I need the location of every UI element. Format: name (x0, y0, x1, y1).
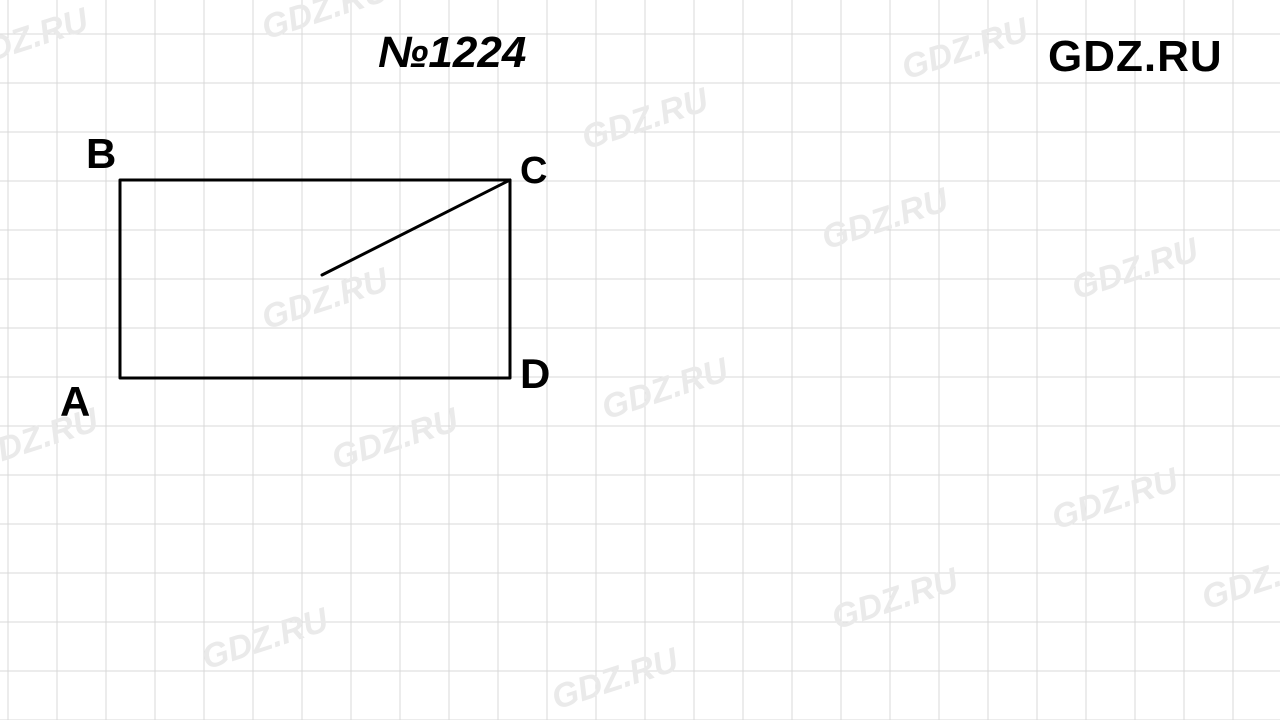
vertex-label-c: C (520, 150, 547, 193)
canvas: GDZ.RUGDZ.RUGDZ.RUGDZ.RUGDZ.RUGDZ.RUGDZ.… (0, 0, 1280, 720)
vertex-label-d: D (520, 350, 550, 398)
diagonal-segment (322, 180, 510, 275)
vertex-label-a: A (60, 378, 90, 426)
diagram-layer (0, 0, 1280, 720)
vertex-label-b: B (86, 130, 116, 178)
